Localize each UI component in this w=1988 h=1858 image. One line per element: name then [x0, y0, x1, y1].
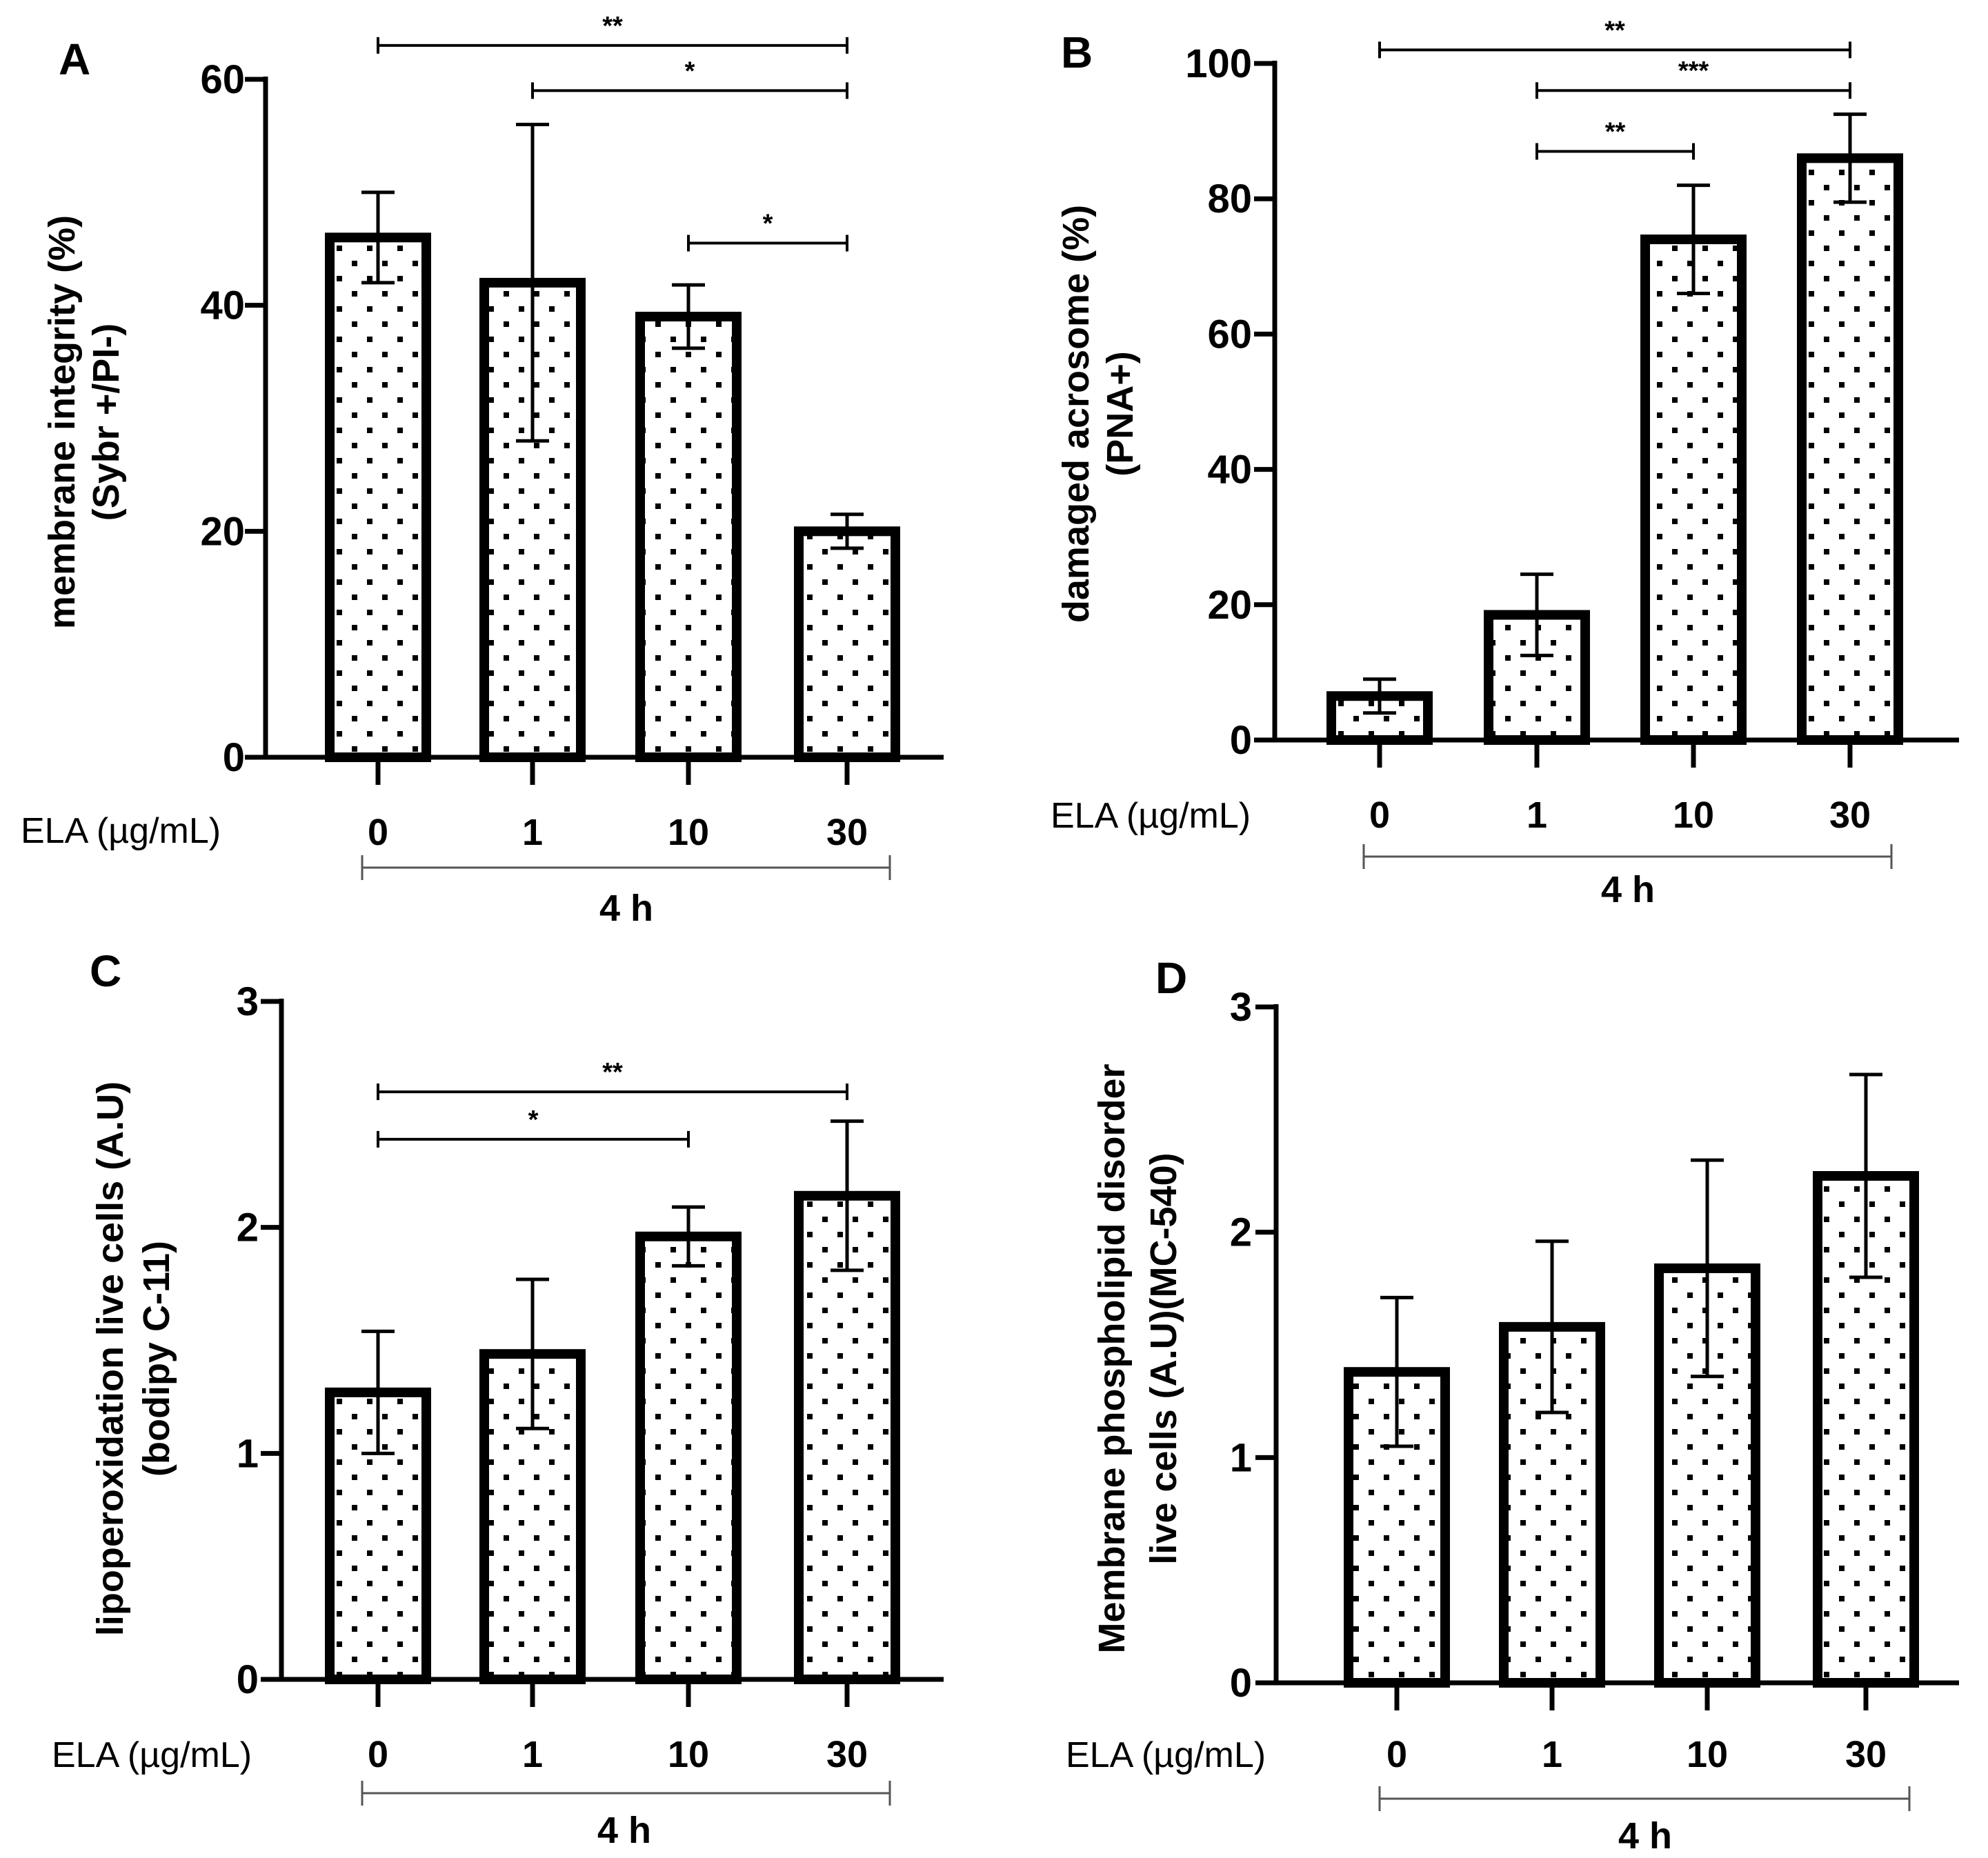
y-tick-label: 60: [200, 57, 245, 102]
x-axis-title: ELA (µg/mL): [52, 1735, 252, 1775]
significance-label: *: [685, 57, 695, 86]
y-tick-label: 0: [1230, 1661, 1252, 1706]
y-tick-label: 60: [1207, 312, 1252, 357]
panel-letter: A: [59, 34, 90, 84]
y-tick-label: 1: [1230, 1435, 1252, 1480]
group-label: 4 h: [597, 1810, 651, 1851]
x-tick-label: 1: [522, 812, 543, 853]
y-tick-label: 80: [1207, 177, 1252, 221]
y-tick-label: 20: [200, 509, 245, 554]
significance-label: **: [1604, 16, 1625, 45]
bar: [1797, 153, 1903, 745]
y-axis-title-line-1: damaged acrosome (%): [1055, 205, 1097, 623]
y-tick-label: 3: [237, 979, 259, 1024]
y-axis-title-line-2: live cells (A.U)(MC-540): [1143, 1152, 1184, 1564]
x-tick-label: 0: [1369, 795, 1390, 836]
panel-letter: C: [90, 946, 121, 996]
x-tick-label: 30: [1845, 1734, 1887, 1775]
y-tick-label: 3: [1230, 985, 1252, 1030]
y-axis-title-line-2: (bodipy C-11): [136, 1241, 177, 1477]
x-axis-title: ELA (µg/mL): [21, 811, 221, 851]
bar: [635, 312, 742, 762]
x-tick-label: 30: [1829, 795, 1871, 836]
y-tick-label: 100: [1185, 41, 1252, 86]
x-tick-label: 10: [668, 1734, 709, 1775]
x-tick-label: 30: [826, 1734, 868, 1775]
panel-letter: B: [1061, 28, 1093, 77]
bar: [325, 232, 431, 763]
y-tick-label: 2: [1230, 1210, 1252, 1255]
y-axis-title-line-2: (PNA+): [1100, 351, 1141, 477]
panel-b: B damaged acrosome (%) (PNA+) ELA (µg/mL…: [1051, 16, 1959, 910]
significance-label: **: [602, 1058, 623, 1087]
panel-a: A membrane integrity (%) (Sybr +/PI-) EL…: [21, 12, 944, 929]
x-tick-label: 0: [368, 1734, 388, 1775]
x-tick-label: 1: [522, 1734, 543, 1775]
bar: [479, 1349, 586, 1685]
significance-label: *: [528, 1106, 539, 1135]
y-tick-label: 0: [237, 1657, 259, 1702]
panel-c: C lipoperoxidation live cells (A.U) (bod…: [52, 946, 944, 1851]
x-tick-label: 30: [826, 812, 868, 853]
x-tick-label: 10: [1673, 795, 1714, 836]
bar: [794, 526, 900, 762]
x-tick-label: 1: [1527, 795, 1547, 836]
y-tick-label: 40: [1207, 448, 1252, 492]
group-label: 4 h: [1618, 1815, 1672, 1857]
significance-label: **: [602, 12, 623, 41]
significance-label: **: [1605, 118, 1626, 147]
x-tick-label: 1: [1542, 1734, 1562, 1775]
y-axis-title-line-1: Membrane phospholipid disorder: [1091, 1063, 1133, 1653]
y-tick-label: 0: [1230, 718, 1252, 763]
y-tick-label: 40: [200, 283, 245, 328]
panel-d: D Membrane phospholipid disorder live ce…: [1066, 953, 1959, 1857]
panel-letter: D: [1155, 953, 1187, 1003]
x-tick-label: 0: [1386, 1734, 1407, 1775]
x-tick-label: 10: [1687, 1734, 1728, 1775]
y-tick-label: 2: [237, 1206, 259, 1250]
y-tick-label: 0: [223, 735, 245, 780]
x-axis-title: ELA (µg/mL): [1066, 1735, 1266, 1775]
bar: [1640, 234, 1747, 745]
x-tick-label: 0: [368, 812, 388, 853]
x-tick-label: 10: [668, 812, 709, 853]
y-tick-label: 20: [1207, 583, 1252, 628]
significance-label: *: [763, 210, 773, 239]
x-axis-title: ELA (µg/mL): [1051, 796, 1251, 836]
y-axis-title-line-1: membrane integrity (%): [41, 215, 83, 629]
group-label: 4 h: [599, 888, 653, 929]
y-axis-title-line-2: (Sybr +/PI-): [86, 323, 127, 521]
group-label: 4 h: [1601, 869, 1655, 910]
bar: [635, 1231, 742, 1684]
y-tick-label: 1: [237, 1431, 259, 1476]
significance-label: ***: [1678, 57, 1709, 86]
y-axis-title-line-1: lipoperoxidation live cells (A.U): [90, 1081, 131, 1636]
